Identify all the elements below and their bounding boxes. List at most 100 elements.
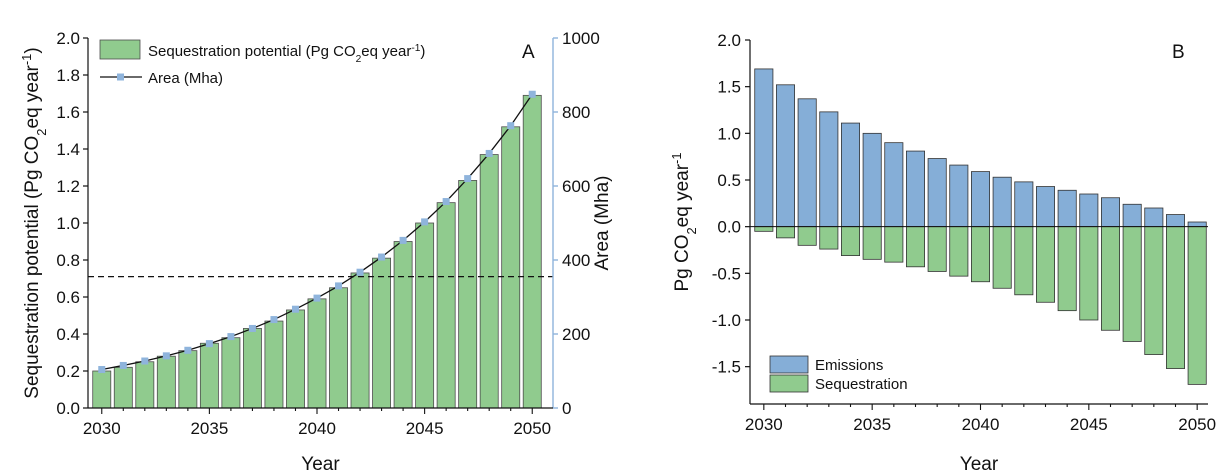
label-part: ) (420, 43, 425, 60)
legend-swatch-sequestration (99, 39, 141, 60)
bar-emissions-2045 (1079, 193, 1099, 228)
bar-emissions-2041 (992, 176, 1012, 228)
y-tick-label: -0.5 (712, 264, 741, 283)
area-marker-2046 (442, 198, 450, 206)
label-part: eq year (22, 64, 43, 128)
x-tick-label: 2035 (853, 415, 891, 434)
area-marker-2035 (205, 340, 213, 348)
bar-emissions-2039 (949, 164, 969, 228)
area-marker-2049 (507, 122, 515, 130)
bar-emissions-2038 (927, 158, 947, 228)
area-marker-2040 (313, 294, 321, 302)
bar-sequestration-2043 (372, 257, 392, 409)
x-axis-title: Year (960, 454, 999, 473)
bar-sequestration-2038 (264, 320, 284, 409)
legend-marker-area (117, 73, 124, 81)
y2-tick-label: 800 (562, 103, 590, 122)
y-tick-label: 0.6 (56, 288, 80, 307)
y-tick-label: 0.2 (56, 362, 80, 381)
bar-sequestration-2033 (156, 355, 176, 409)
y2-tick-label: 600 (562, 177, 590, 196)
bar-sequestration-2039 (949, 226, 969, 277)
bar-sequestration-2037 (906, 226, 926, 268)
legend-label-sequestration: Sequestration (815, 376, 908, 393)
bar-emissions-2032 (797, 98, 817, 228)
y-tick-label: 0.5 (717, 171, 741, 190)
label-subscript: 2 (356, 54, 362, 65)
bar-sequestration-2031 (113, 366, 133, 409)
legend-swatch-emissions (769, 355, 809, 374)
area-marker-2043 (378, 253, 386, 261)
legend-label-emissions: Emissions (815, 357, 883, 374)
area-marker-2047 (464, 175, 472, 183)
bar-emissions-2030 (754, 68, 774, 228)
label-part: eq year (672, 163, 693, 227)
legend-label-area: Area (Mha) (148, 70, 223, 87)
bar-sequestration-2034 (178, 350, 198, 409)
x-tick-label: 2045 (1070, 415, 1108, 434)
bar-sequestration-2036 (221, 337, 241, 409)
y-tick-label: 0.0 (717, 218, 741, 237)
bar-sequestration-2039 (286, 309, 305, 409)
bar-sequestration-2044 (1057, 226, 1077, 312)
bar-emissions-2034 (841, 122, 861, 228)
bar-emissions-2047 (1122, 203, 1142, 228)
bar-emissions-2050 (1187, 221, 1207, 228)
y-tick-label: 1.6 (56, 103, 80, 122)
y-tick-label: -1.5 (712, 358, 741, 377)
area-marker-2045 (421, 218, 429, 226)
x-axis-title: Year (301, 454, 340, 473)
y-axis-title: Sequestration potential (Pg CO2eq year-1… (19, 47, 49, 398)
label-superscript: -1 (669, 152, 684, 163)
y-tick-label: 0.4 (56, 325, 80, 344)
area-marker-2037 (248, 324, 256, 332)
label-part: Sequestration potential (Pg CO (148, 43, 356, 60)
bar-sequestration-2034 (841, 226, 861, 256)
y-tick-label: 1.0 (717, 124, 741, 143)
bar-sequestration-2050 (522, 94, 542, 409)
y-tick-label: 1.5 (717, 78, 741, 97)
bar-emissions-2036 (884, 142, 904, 228)
area-marker-2032 (141, 357, 149, 365)
bar-sequestration-2040 (307, 298, 327, 409)
area-marker-2031 (119, 361, 127, 369)
area-marker-2033 (162, 352, 170, 360)
bar-sequestration-2035 (199, 342, 219, 409)
bar-sequestration-2038 (927, 226, 947, 272)
area-marker-2036 (227, 333, 235, 341)
bar-sequestration-2036 (884, 226, 904, 263)
bar-sequestration-2050 (1187, 226, 1207, 385)
bar-sequestration-2049 (1166, 226, 1186, 369)
legend-label-sequestration: Sequestration potential (Pg CO2eq year-1… (148, 43, 425, 65)
x-tick-label: 2030 (745, 415, 783, 434)
bar-sequestration-2049 (501, 126, 521, 409)
y-axis-title: Pg CO2eq year-1 (669, 152, 699, 291)
bar-emissions-2037 (906, 150, 926, 228)
y-tick-label: 1.4 (56, 140, 80, 159)
y2-tick-label: 200 (562, 325, 590, 344)
bar-sequestration-2041 (329, 287, 348, 409)
bar-sequestration-2041 (992, 226, 1012, 289)
bar-emissions-2044 (1057, 189, 1077, 228)
label-part: Sequestration potential (Pg CO (22, 136, 43, 399)
bar-emissions-2040 (971, 171, 991, 228)
bar-sequestration-2042 (1014, 226, 1034, 296)
y-tick-label: 1.0 (56, 214, 80, 233)
label-part: ) (22, 47, 43, 53)
y-tick-label: 1.2 (56, 177, 80, 196)
y-tick-label: 1.8 (56, 66, 80, 85)
bar-sequestration-2047 (1122, 226, 1142, 342)
area-marker-2030 (98, 366, 106, 374)
bar-sequestration-2037 (242, 328, 262, 409)
y-tick-label: 0.8 (56, 251, 80, 270)
y2-tick-label: 1000 (562, 29, 600, 48)
area-marker-2044 (399, 236, 407, 244)
area-marker-2050 (528, 90, 536, 98)
bar-sequestration-2033 (819, 226, 839, 250)
y2-axis-title: Area (Mha) (592, 175, 613, 270)
panel-a: 0.0 0.2 0.4 0.6 0.8 1.0 1.2 1.4 1.6 1.8 2.0 0 200 400… (19, 29, 614, 473)
y-tick-label: 2.0 (717, 31, 741, 50)
panel-label-b: B (1172, 42, 1185, 63)
bar-emissions-2049 (1166, 214, 1186, 228)
